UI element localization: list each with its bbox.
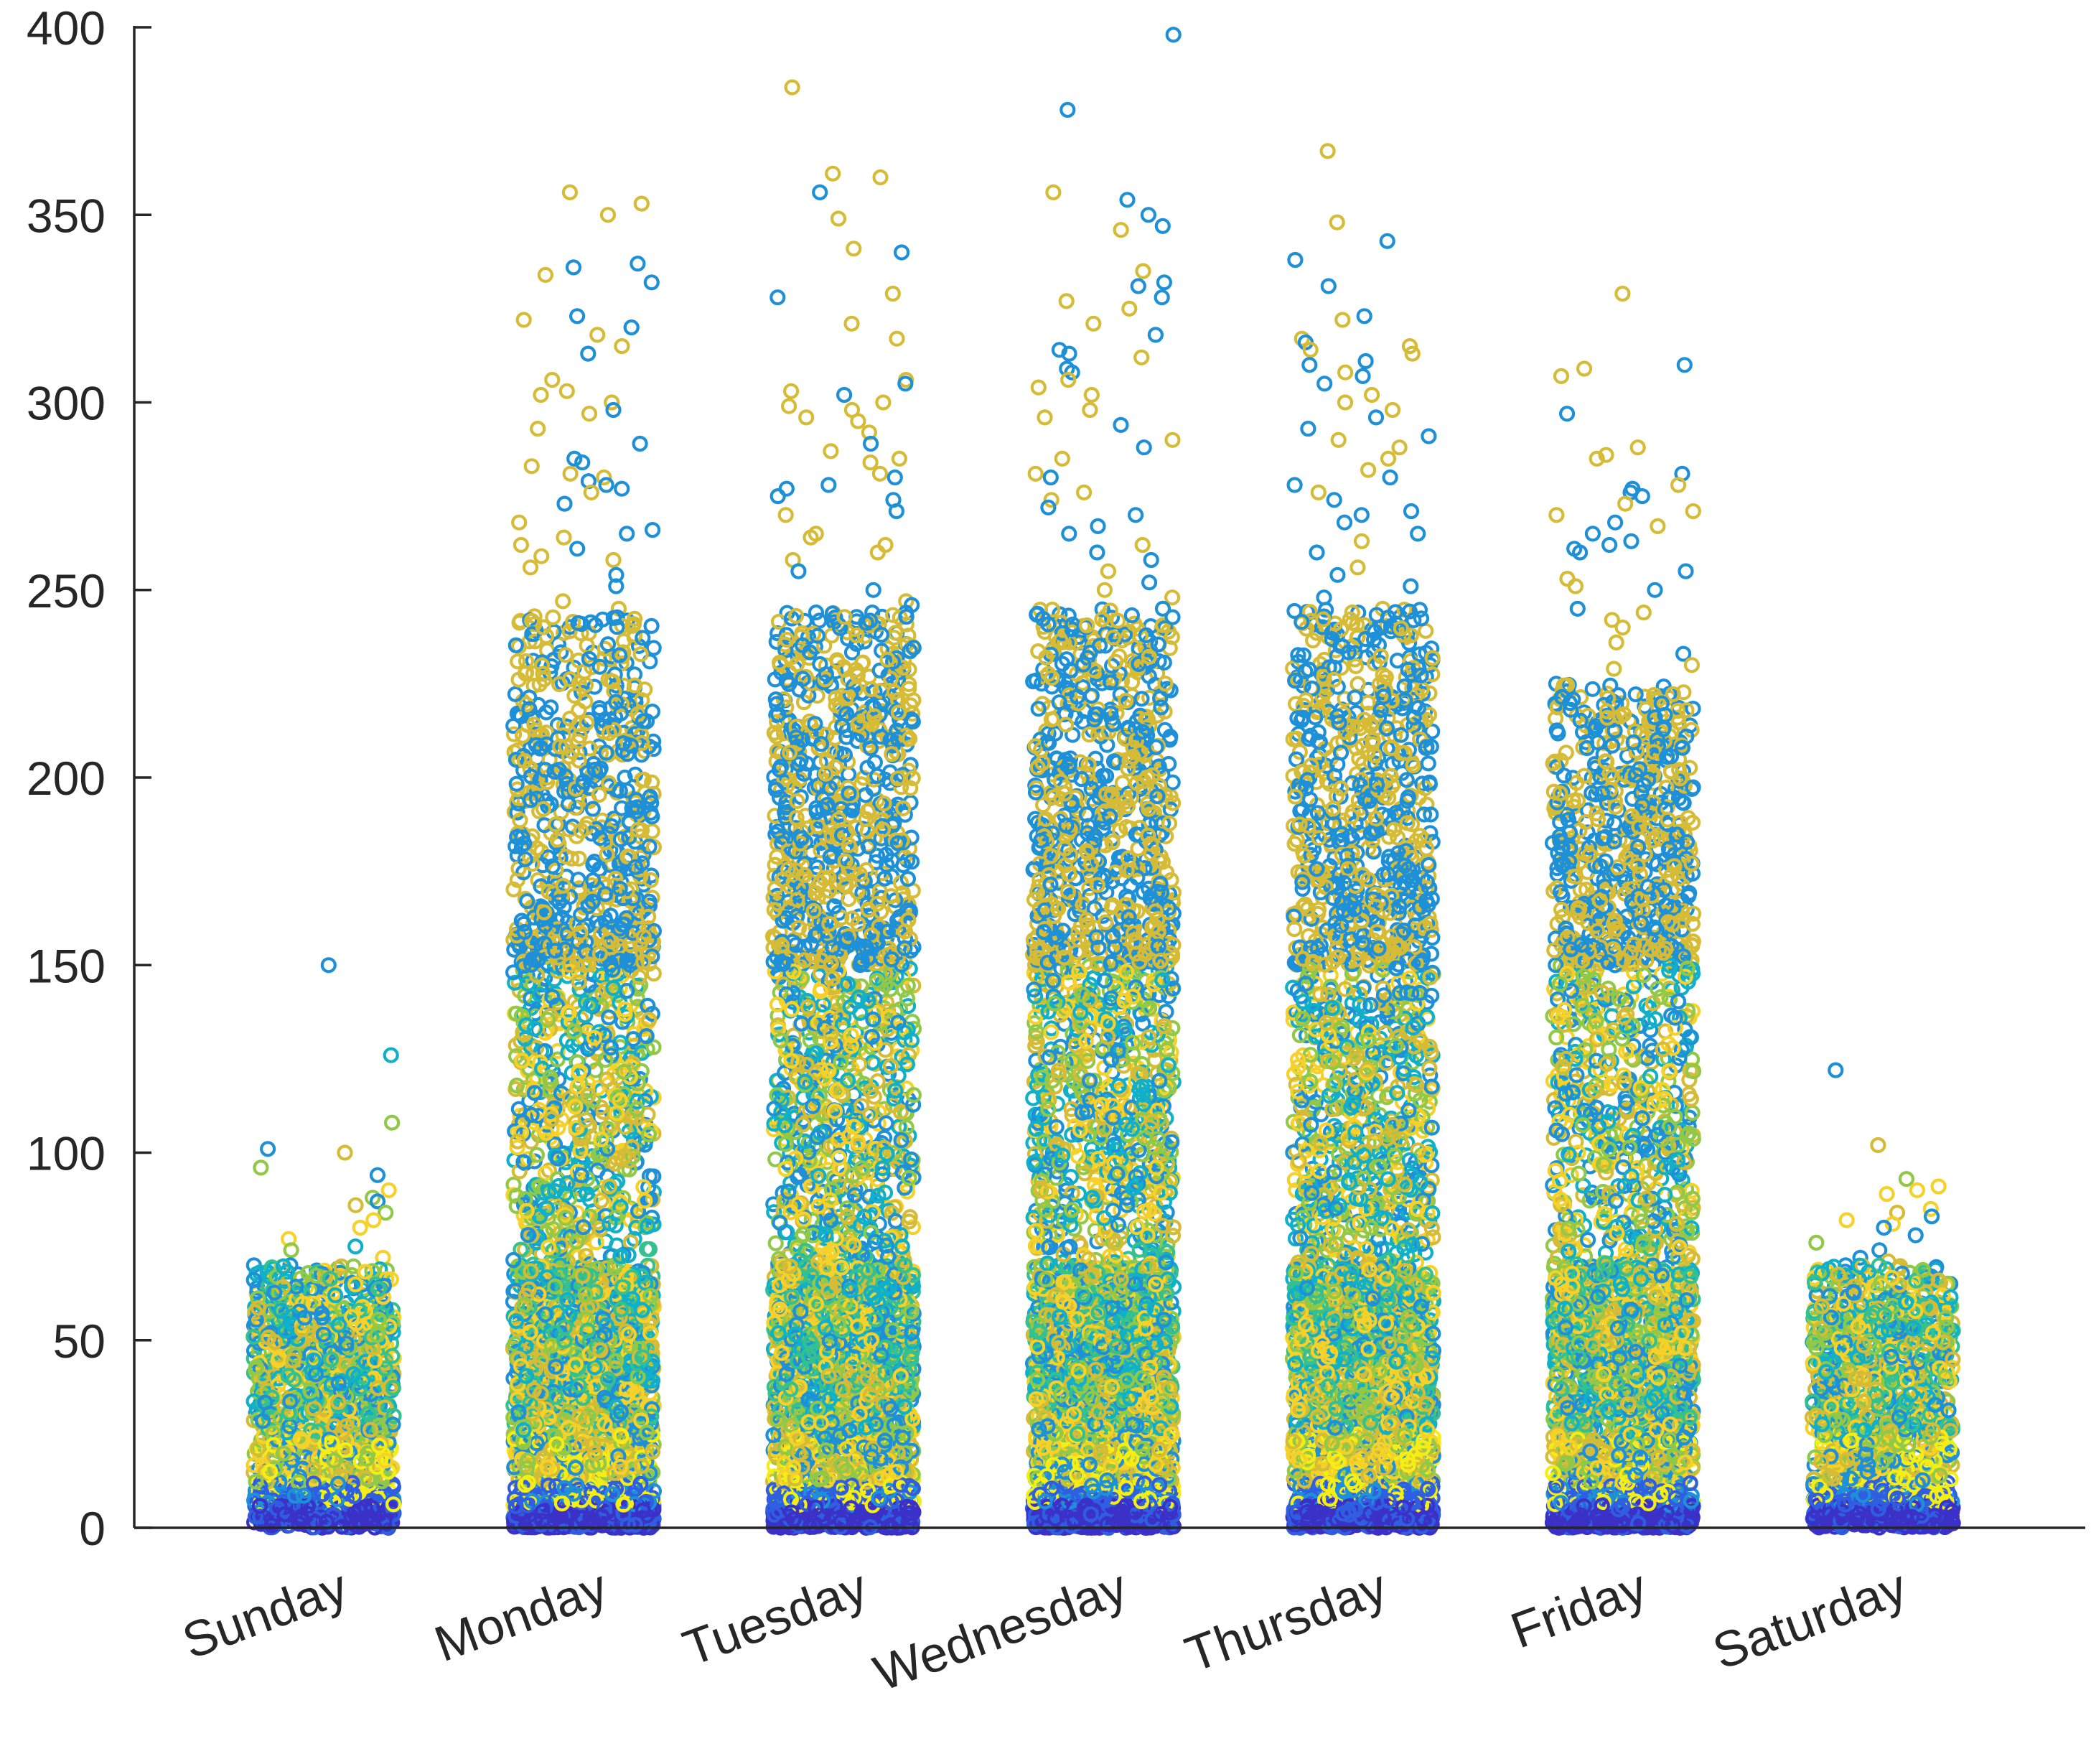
data-point-monday — [581, 406, 598, 422]
data-point-sunday — [347, 1238, 364, 1255]
data-point-monday — [614, 480, 630, 497]
data-point-tuesday — [887, 469, 903, 486]
data-point-monday — [643, 617, 660, 635]
data-point-monday — [623, 319, 640, 336]
data-point-monday — [632, 435, 648, 452]
data-point-monday — [644, 521, 661, 538]
data-point-monday — [565, 259, 582, 276]
data-point-tuesday — [812, 184, 828, 200]
data-point-sunday — [369, 1167, 386, 1183]
data-point-monday — [633, 195, 650, 212]
data-point-sunday — [365, 1212, 382, 1228]
data-point-tuesday — [850, 413, 866, 429]
data-point-tuesday — [823, 443, 839, 459]
data-point-tuesday — [782, 383, 800, 399]
data-point-monday — [643, 274, 660, 291]
data-point-monday — [645, 640, 662, 656]
data-point-tuesday — [843, 315, 860, 332]
data-point-sunday — [253, 1159, 269, 1176]
data-point-monday — [537, 266, 554, 283]
data-point-monday — [561, 184, 579, 200]
data-point-monday — [622, 1234, 639, 1251]
data-point-monday — [522, 559, 539, 576]
data-point-tuesday — [769, 487, 786, 505]
data-point-tuesday — [871, 465, 889, 482]
data-point-tuesday — [869, 544, 886, 561]
data-point-tuesday — [780, 398, 797, 414]
data-point-monday — [556, 529, 572, 546]
data-point-monday — [580, 345, 597, 362]
data-point-monday — [533, 386, 549, 403]
data-point-monday — [513, 536, 530, 554]
data-point-monday — [614, 338, 630, 355]
data-point-tuesday — [798, 409, 815, 426]
data-point-tuesday — [877, 536, 894, 554]
data-point-sunday — [369, 1193, 386, 1210]
data-point-monday — [589, 327, 606, 343]
data-point-monday — [569, 541, 586, 557]
data-point-monday — [515, 312, 532, 328]
data-point-tuesday — [872, 169, 889, 186]
data-point-tuesday — [825, 165, 841, 182]
data-point-tuesday — [830, 210, 847, 227]
data-point-monday — [523, 458, 540, 475]
data-point-sunday — [352, 1219, 368, 1236]
data-point-sunday — [283, 1242, 299, 1259]
data-point-sunday — [347, 1197, 364, 1213]
data-point-monday — [632, 646, 649, 663]
data-point-tuesday — [784, 79, 800, 95]
data-point-tuesday — [836, 386, 853, 403]
data-point-tuesday — [769, 289, 786, 306]
data-point-tuesday — [846, 241, 862, 257]
data-point-sunday — [383, 1114, 401, 1131]
data-point-monday — [630, 256, 646, 272]
data-point-tuesday — [889, 330, 905, 347]
data-point-tuesday — [862, 454, 879, 471]
data-point-tuesday — [891, 450, 908, 467]
data-point-monday — [530, 420, 546, 437]
data-point-tuesday — [875, 394, 892, 411]
data-points-layer — [245, 27, 1961, 1536]
data-point-sunday — [378, 1204, 394, 1221]
data-point-tuesday — [884, 285, 901, 302]
data-point-tuesday — [865, 582, 881, 598]
data-point-monday — [605, 551, 622, 569]
data-point-tuesday — [893, 244, 910, 261]
data-point-sunday — [383, 1047, 399, 1063]
data-point-sunday — [380, 1182, 397, 1198]
data-point-tuesday — [820, 477, 837, 493]
data-point-monday — [562, 465, 579, 482]
data-point-sunday — [320, 957, 337, 974]
data-point-monday — [556, 495, 573, 512]
data-point-sunday — [332, 1267, 349, 1284]
data-point-sunday — [337, 1144, 353, 1161]
data-point-monday — [558, 383, 575, 399]
data-point-monday — [555, 593, 571, 610]
data-point-monday — [544, 371, 561, 388]
data-point-sunday — [260, 1141, 276, 1157]
data-point-monday — [569, 308, 586, 325]
data-point-tuesday — [777, 507, 794, 523]
data-point-monday — [511, 514, 528, 531]
data-point-monday — [619, 526, 635, 542]
data-point-monday — [599, 207, 617, 223]
data-point-monday — [533, 548, 550, 564]
data-point-tuesday — [790, 563, 807, 579]
